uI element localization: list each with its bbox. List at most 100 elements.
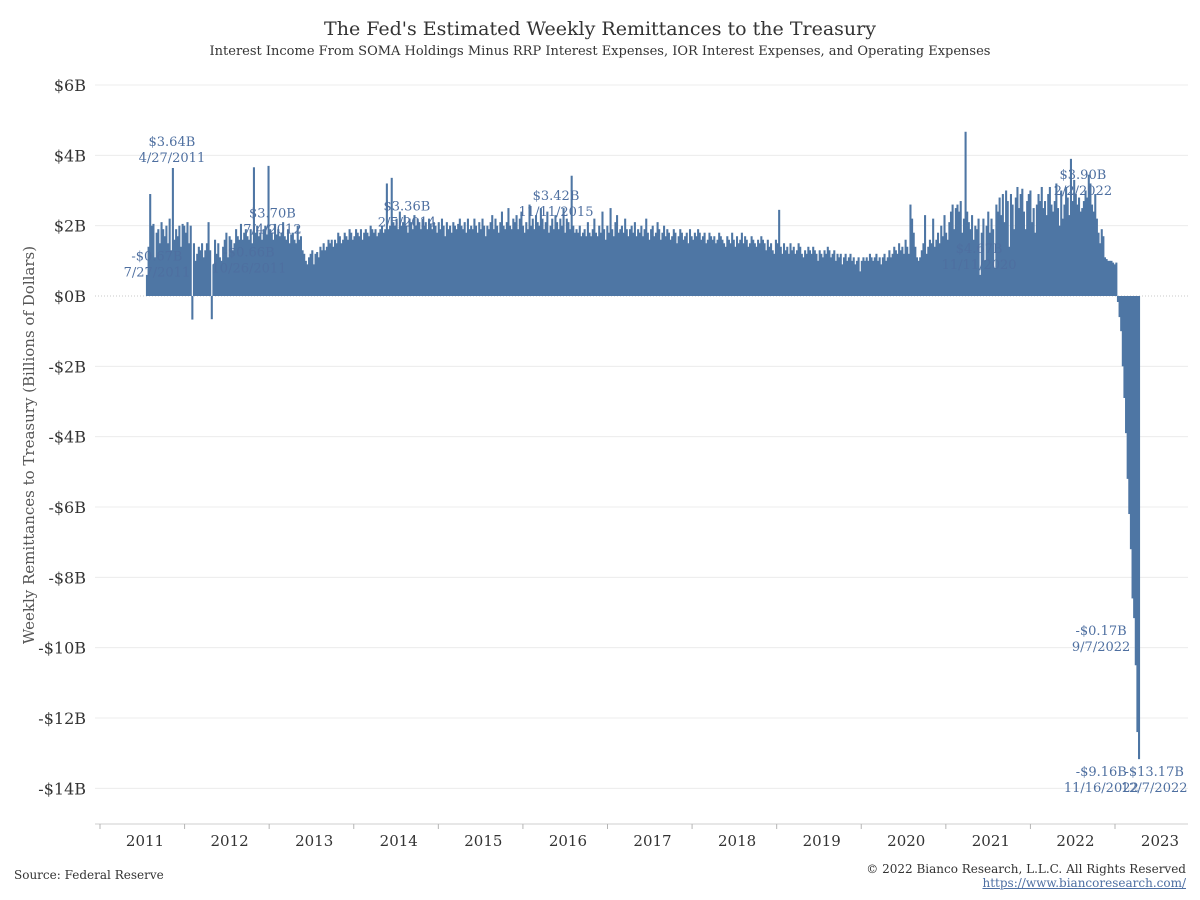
annotation-value: -$13.17B [1124, 765, 1183, 780]
bar [330, 239, 333, 296]
annotation-date: 2/2/2022 [1054, 184, 1112, 199]
bar [883, 253, 886, 296]
bar [609, 208, 612, 296]
bar [1108, 260, 1111, 296]
bar [518, 218, 521, 296]
bar [562, 208, 565, 296]
bar [210, 296, 213, 320]
bar [241, 239, 244, 296]
bar [844, 253, 847, 296]
bar [1115, 262, 1118, 296]
bar [945, 232, 948, 296]
bar [230, 239, 233, 296]
bar [825, 253, 828, 296]
bar [711, 239, 714, 296]
bar [316, 252, 319, 296]
bar [564, 232, 567, 296]
bar [436, 232, 439, 296]
bar [622, 232, 625, 296]
bar [369, 225, 372, 296]
bar [1094, 194, 1097, 296]
bar [859, 271, 862, 296]
bar [881, 257, 884, 296]
x-tick-label: 2015 [464, 832, 502, 850]
bar [184, 232, 187, 296]
bar [860, 260, 863, 296]
bar [1082, 201, 1085, 296]
bar [846, 260, 849, 296]
bar [312, 264, 315, 296]
bar [214, 239, 217, 296]
bar [393, 225, 397, 296]
bar [651, 225, 654, 296]
bar [1045, 215, 1048, 296]
bar [509, 225, 512, 296]
annotation-value: $3.64B [149, 135, 196, 150]
bar [930, 243, 933, 296]
bar [222, 246, 225, 296]
bar [188, 243, 191, 296]
bar [389, 225, 392, 296]
bar [1123, 296, 1126, 398]
bar [1126, 296, 1129, 479]
bar [967, 222, 970, 296]
bar [272, 239, 275, 296]
bar [632, 232, 635, 296]
bar [353, 236, 356, 296]
bar [778, 209, 781, 296]
bar [406, 232, 409, 296]
bar [463, 222, 466, 296]
bar [1129, 296, 1132, 550]
bar [556, 222, 559, 296]
bar [487, 229, 491, 296]
bar [158, 243, 161, 296]
bar [951, 204, 954, 296]
bar [437, 222, 440, 296]
bar [1029, 190, 1032, 296]
bar [155, 232, 158, 296]
x-tick-label: 2014 [380, 832, 418, 850]
annotation-value: $3.42B [533, 189, 580, 204]
y-tick-label: $0B [54, 287, 86, 306]
bar [917, 260, 920, 296]
bar [440, 218, 444, 296]
bar [833, 250, 836, 296]
bar [578, 225, 581, 296]
annotation-date: 7/27/2011 [124, 265, 191, 280]
bar [873, 257, 876, 296]
bar [1003, 222, 1006, 296]
bar [909, 204, 912, 296]
bar [669, 239, 672, 296]
bar [269, 229, 272, 296]
bar [1105, 259, 1108, 296]
bar [590, 236, 593, 296]
bar [753, 243, 756, 296]
bar [619, 229, 622, 296]
bar [872, 260, 875, 296]
bar [1066, 197, 1069, 296]
bar [397, 229, 400, 296]
bar [737, 243, 740, 296]
bar [943, 215, 946, 296]
bar [572, 225, 575, 296]
bar [270, 232, 273, 296]
bar [267, 165, 270, 296]
bar [429, 223, 432, 296]
bar [462, 229, 465, 296]
website-link[interactable]: https://www.biancoresearch.com/ [982, 876, 1186, 890]
bar [447, 229, 450, 296]
bar [805, 253, 808, 296]
bar [238, 239, 241, 296]
bar [252, 167, 255, 296]
bar [928, 239, 931, 296]
bar [616, 215, 619, 296]
bar [382, 232, 385, 296]
bar [996, 211, 1000, 296]
bar [494, 218, 497, 296]
bar [484, 236, 487, 296]
x-tick-label: 2011 [126, 832, 164, 850]
bar [1071, 201, 1074, 296]
bar [974, 225, 977, 296]
